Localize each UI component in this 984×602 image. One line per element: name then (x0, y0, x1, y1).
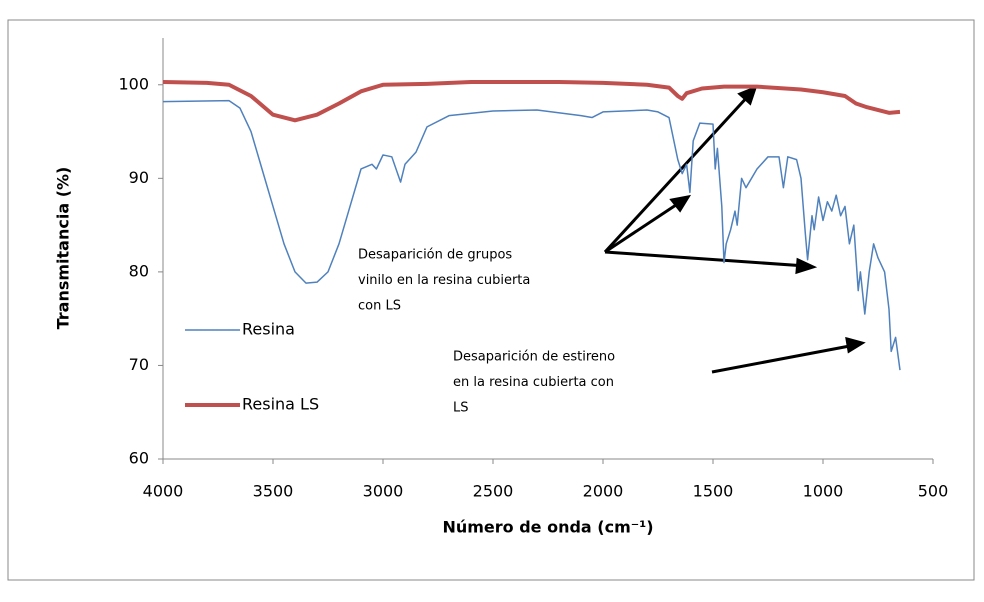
series-line (162, 79, 901, 123)
chart-frame (7, 19, 975, 581)
y-tick-label: 70 (129, 355, 149, 374)
x-tick-label: 500 (918, 482, 949, 501)
x-tick-label: 4000 (143, 482, 184, 501)
annotation: Desaparición de grupos (358, 248, 512, 263)
y-tick-label: 60 (129, 449, 149, 468)
x-tick-label: 2000 (583, 482, 624, 501)
y-tick-label: 90 (129, 168, 149, 187)
series-line (162, 99, 901, 371)
legend-label: Resina LS (242, 395, 319, 414)
y-tick-label: 80 (129, 261, 149, 280)
annotation: con LS (358, 299, 401, 314)
arrows (603, 85, 866, 374)
x-tick-label: 3500 (253, 482, 294, 501)
annotation: vinilo en la resina cubierta (358, 273, 530, 288)
y-axis-label: Transmitancia (%) (54, 167, 73, 330)
annotation: en la resina cubierta con (453, 375, 614, 390)
x-tick-label: 1500 (693, 482, 734, 501)
x-tick-label: 1000 (803, 482, 844, 501)
x-tick-label: 3000 (363, 482, 404, 501)
x-axis-label: Número de onda (cm⁻¹) (442, 518, 653, 537)
legend-label: Resina (242, 320, 295, 339)
annotation: LS (453, 401, 469, 416)
annotation: Desaparición de estireno (453, 350, 615, 365)
x-tick-label: 2500 (473, 482, 514, 501)
y-tick-label: 100 (118, 74, 149, 93)
